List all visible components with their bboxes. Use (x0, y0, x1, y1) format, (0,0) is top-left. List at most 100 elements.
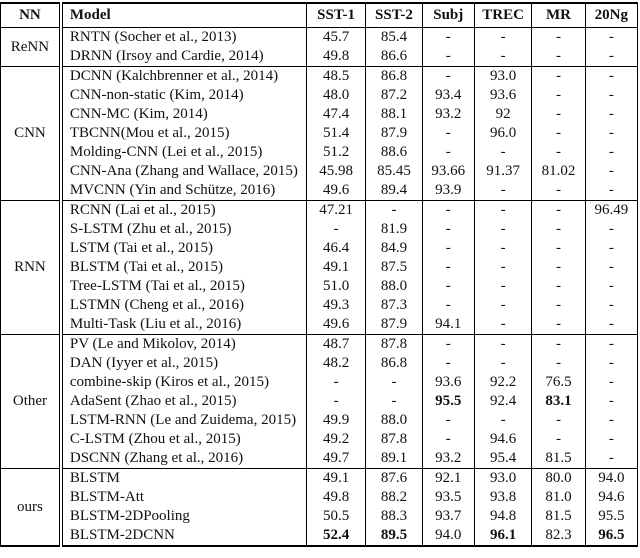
score-cell: 95.5 (421, 392, 475, 411)
score-cell: - (584, 86, 638, 105)
score-cell: 96.5 (584, 526, 638, 546)
score-cell: 95.5 (584, 507, 638, 526)
score-cell: 86.8 (365, 354, 423, 373)
score-cell: 45.98 (305, 162, 366, 181)
score-cell: - (584, 162, 638, 181)
score-cell: 96.1 (473, 526, 532, 546)
score-cell: 81.02 (531, 162, 586, 181)
column-header-model: Model (58, 3, 307, 28)
score-cell: - (584, 181, 638, 201)
score-cell: - (584, 354, 638, 373)
score-cell: - (531, 47, 586, 67)
score-cell: 87.5 (365, 258, 423, 277)
score-cell: - (584, 239, 638, 258)
model-name-cell: CNN-MC (Kim, 2014) (58, 105, 307, 124)
score-cell: - (584, 315, 638, 335)
model-name-cell: TBCNN(Mou et al., 2015) (58, 124, 307, 143)
score-cell: - (473, 258, 532, 277)
score-cell: 49.8 (305, 47, 366, 67)
score-cell: 94.1 (421, 315, 475, 335)
score-cell: - (584, 27, 638, 47)
score-cell: 93.2 (421, 449, 475, 469)
model-name-cell: CNN-non-static (Kim, 2014) (58, 86, 307, 105)
score-cell: 93.8 (473, 488, 532, 507)
table-row: LSTMN (Cheng et al., 2016) 49.3 87.3- - - - (1, 296, 638, 315)
score-cell: - (365, 200, 423, 220)
score-cell: - (584, 334, 638, 354)
score-cell: - (305, 220, 366, 239)
score-cell: 45.7 (305, 27, 366, 47)
score-cell: - (473, 200, 532, 220)
model-name-cell: CNN-Ana (Zhang and Wallace, 2015) (58, 162, 307, 181)
score-cell: 92.2 (473, 373, 532, 392)
score-cell: - (584, 296, 638, 315)
score-cell: 48.5 (305, 66, 366, 86)
score-cell: 88.0 (365, 277, 423, 296)
score-cell: 94.0 (584, 468, 638, 488)
column-header-trec: TREC (473, 3, 532, 28)
score-cell: - (421, 124, 475, 143)
score-cell: - (531, 258, 586, 277)
column-header-mr: MR (531, 3, 586, 28)
table-row: Tree-LSTM (Tai et al., 2015) 51.0 88.0- - - - (1, 277, 638, 296)
score-cell: 93.0 (473, 66, 532, 86)
score-cell: 95.4 (473, 449, 532, 469)
header-row: NN Model SST-1 SST-2 Subj TREC MR 20Ng (0, 3, 638, 28)
table-row: Molding-CNN (Lei et al., 2015) 51.2 88.6- -… (1, 143, 638, 162)
score-cell: 50.5 (305, 507, 366, 526)
score-cell: 88.6 (365, 143, 423, 162)
group-label-renn: ReNN (10, 38, 50, 55)
table-row: AdaSent (Zhao et al., 2015) - -95.5 92.4 83.… (1, 392, 638, 411)
table-row: combine-skip (Kiros et al., 2015) - -93.6 9… (1, 373, 638, 392)
column-header-20ng: 20Ng (584, 3, 638, 28)
table-row: BLSTM-Att 49.8 88.2 93.5 93.8 81.0 94.6 (1, 488, 638, 507)
score-cell: - (473, 315, 532, 335)
table-row: RNN RCNN (Lai et al., 2015) 47.21- - - -96.49 (0, 200, 638, 335)
score-cell: 47.4 (305, 105, 366, 124)
table-header: NN Model SST-1 SST-2 Subj TREC MR 20Ng (0, 3, 638, 28)
column-header-sst1: SST-1 (305, 3, 366, 28)
table-row: CNN DCNN (Kalchbrenner et al., 2014) 48.5 8… (0, 66, 638, 201)
score-cell: 48.7 (305, 334, 366, 354)
score-cell: 87.6 (365, 468, 423, 488)
score-cell: - (473, 27, 532, 47)
model-name-cell: LSTM-RNN (Le and Zuidema, 2015) (58, 411, 307, 430)
score-cell: 86.8 (365, 66, 423, 86)
score-cell: 84.9 (365, 239, 423, 258)
score-cell: 94.6 (473, 430, 532, 449)
score-cell: 94.0 (421, 526, 475, 546)
score-cell: - (531, 315, 586, 335)
score-cell: - (421, 220, 475, 239)
table-row: DRNN (Irsoy and Cardie, 2014) 49.8 86.6- - -… (1, 47, 638, 67)
model-name-cell: Multi-Task (Liu et al., 2016) (58, 315, 307, 335)
score-cell: 93.0 (473, 468, 532, 488)
score-cell: - (421, 258, 475, 277)
score-cell: 51.2 (305, 143, 366, 162)
score-cell: 83.1 (531, 392, 586, 411)
score-cell: - (421, 334, 475, 354)
score-cell: - (305, 373, 366, 392)
model-name-cell: BLSTM-2DPooling (58, 507, 307, 526)
model-name-cell: combine-skip (Kiros et al., 2015) (58, 373, 307, 392)
score-cell: 93.5 (421, 488, 475, 507)
score-cell: 88.2 (365, 488, 423, 507)
score-cell: - (584, 66, 638, 86)
column-header-subj: Subj (421, 3, 475, 28)
group-label-rnn: RNN (0, 200, 61, 335)
score-cell: - (584, 47, 638, 67)
model-name-cell: AdaSent (Zhao et al., 2015) (58, 392, 307, 411)
score-cell: 76.5 (531, 373, 586, 392)
score-cell: 81.0 (531, 488, 586, 507)
table-body: ReNN RNTN (Socher et al., 2013) 45.7 85.4- -… (0, 27, 638, 546)
score-cell: 89.1 (365, 449, 423, 469)
model-name-cell: Tree-LSTM (Tai et al., 2015) (58, 277, 307, 296)
table-row: BLSTM-2DPooling 50.5 88.3 93.7 94.8 81.5 95.5 (1, 507, 638, 526)
table-row: CNN-Ana (Zhang and Wallace, 2015) 45.98 85… (1, 162, 638, 181)
score-cell: 49.7 (305, 449, 366, 469)
score-cell: - (421, 200, 475, 220)
score-cell: 81.9 (365, 220, 423, 239)
score-cell: - (421, 47, 475, 67)
score-cell: 49.1 (305, 258, 366, 277)
model-name-cell: C-LSTM (Zhou et al., 2015) (58, 430, 307, 449)
